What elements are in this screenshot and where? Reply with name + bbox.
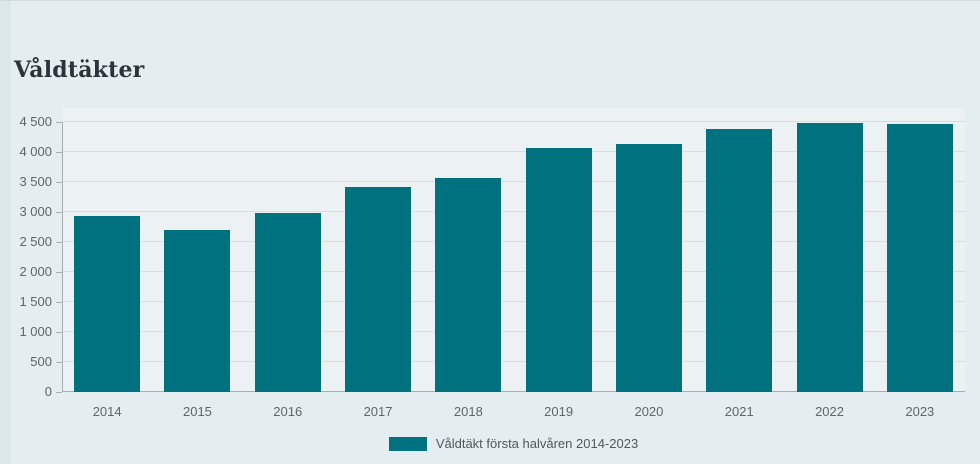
y-axis-label: 2 500 xyxy=(19,234,52,249)
y-axis-tick xyxy=(56,272,62,273)
x-axis-label: 2018 xyxy=(453,404,483,419)
bar-slot xyxy=(152,108,242,392)
y-axis-tick xyxy=(56,362,62,363)
bar-slot xyxy=(243,108,333,392)
x-axis-label: 2022 xyxy=(815,404,844,419)
bar-2022[interactable] xyxy=(796,123,863,392)
bar-slot xyxy=(875,108,965,392)
bar-slot xyxy=(423,108,513,392)
x-axis-label: 2021 xyxy=(724,404,754,419)
y-axis-label: 500 xyxy=(30,354,52,369)
y-axis-label: 3 500 xyxy=(19,174,52,189)
bar-2017[interactable] xyxy=(345,186,412,392)
y-axis-label: 2 000 xyxy=(19,264,52,279)
x-axis-label: 2016 xyxy=(273,404,303,419)
gridline xyxy=(62,271,965,272)
bar-2023[interactable] xyxy=(886,124,953,392)
bar-2015[interactable] xyxy=(164,230,231,392)
y-axis-label: 1 500 xyxy=(19,294,52,309)
y-axis-tick xyxy=(56,392,62,393)
gridline xyxy=(62,121,965,122)
y-axis-tick xyxy=(56,242,62,243)
y-axis-tick xyxy=(56,332,62,333)
y-axis-tick xyxy=(56,122,62,123)
bar-2018[interactable] xyxy=(435,178,502,392)
y-axis-label: 1 000 xyxy=(19,324,52,339)
y-axis-tick xyxy=(56,152,62,153)
y-axis-tick xyxy=(56,182,62,183)
y-axis-label: 0 xyxy=(44,384,52,399)
bar-slot xyxy=(604,108,694,392)
bar-2019[interactable] xyxy=(525,148,592,392)
bar-2021[interactable] xyxy=(706,128,773,392)
legend[interactable]: Våldtäkt första halvåren 2014-2023 xyxy=(62,435,965,453)
page-title: Våldtäkter xyxy=(14,57,145,83)
x-axis-label: 2023 xyxy=(905,404,935,419)
bar-slot xyxy=(784,108,874,392)
legend-swatch xyxy=(388,437,427,451)
x-axis-label: 2014 xyxy=(92,404,122,419)
bar-2016[interactable] xyxy=(254,213,321,392)
gridline xyxy=(62,241,965,242)
bar-slot xyxy=(333,108,423,392)
gridline xyxy=(62,361,965,362)
y-axis-label: 3 000 xyxy=(19,204,52,219)
legend-label: Våldtäkt första halvåren 2014-2023 xyxy=(435,436,639,451)
bar-series xyxy=(62,108,965,392)
bar-slot xyxy=(694,108,784,392)
y-axis-tick xyxy=(56,212,62,213)
gridline xyxy=(62,391,965,392)
bar-slot xyxy=(62,108,152,392)
gridline xyxy=(62,331,965,332)
x-axis-label: 2020 xyxy=(634,404,664,419)
gridline xyxy=(62,301,965,302)
plot-area xyxy=(62,108,965,392)
y-axis-label: 4 500 xyxy=(19,114,52,129)
y-axis-line xyxy=(62,122,63,392)
y-axis-label: 4 000 xyxy=(19,144,52,159)
gridline xyxy=(62,181,965,182)
x-axis: 2014 2015 2016 2017 2018 2019 2020 2021 2022 2023 xyxy=(62,402,965,422)
bar-2014[interactable] xyxy=(74,216,141,392)
gridline xyxy=(62,151,965,152)
x-axis-label: 2015 xyxy=(182,404,212,419)
bar-slot xyxy=(513,108,603,392)
x-axis-label: 2019 xyxy=(544,404,574,419)
bar-2020[interactable] xyxy=(615,143,682,392)
y-axis-tick xyxy=(56,302,62,303)
x-axis-label: 2017 xyxy=(363,404,393,419)
gridline xyxy=(62,211,965,212)
page-left-edge xyxy=(0,1,10,464)
